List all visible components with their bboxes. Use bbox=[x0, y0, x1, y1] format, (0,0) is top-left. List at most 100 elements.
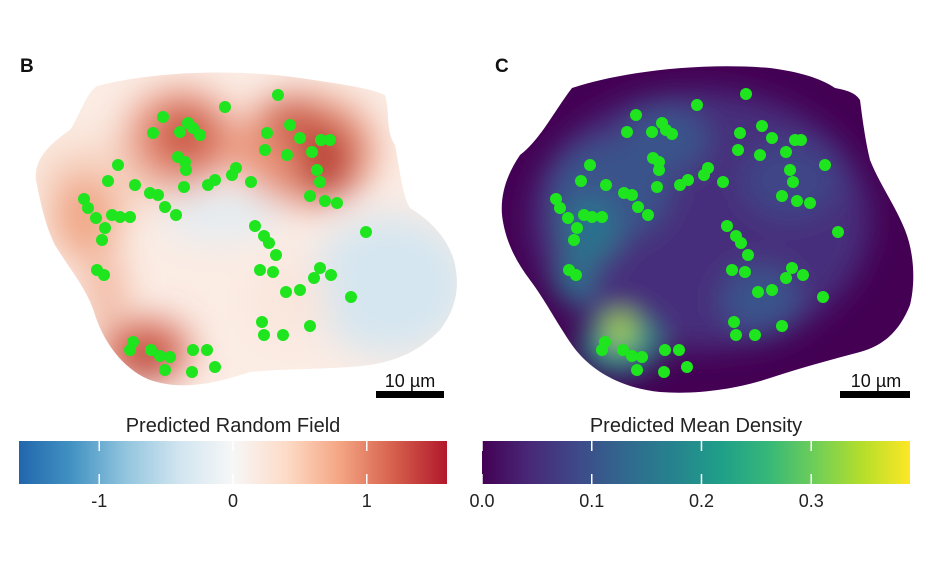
point-marker bbox=[324, 134, 336, 146]
point-marker bbox=[82, 202, 94, 214]
point-marker bbox=[270, 249, 282, 261]
colorbar-c-bar bbox=[482, 441, 910, 484]
point-marker bbox=[784, 164, 796, 176]
point-marker bbox=[658, 366, 670, 378]
point-marker bbox=[636, 351, 648, 363]
panel-c-letter: C bbox=[495, 56, 509, 77]
point-marker bbox=[311, 164, 323, 176]
point-marker bbox=[129, 179, 141, 191]
point-marker bbox=[154, 350, 166, 362]
colorbar-c-title: Predicted Mean Density bbox=[590, 415, 802, 437]
point-marker bbox=[732, 144, 744, 156]
point-marker bbox=[666, 128, 678, 140]
point-marker bbox=[96, 234, 108, 246]
point-marker bbox=[219, 101, 231, 113]
point-marker bbox=[174, 126, 186, 138]
point-marker bbox=[739, 266, 751, 278]
mean-density-map bbox=[501, 66, 914, 393]
point-marker bbox=[817, 291, 829, 303]
point-marker bbox=[202, 179, 214, 191]
point-marker bbox=[728, 316, 740, 328]
point-marker bbox=[754, 149, 766, 161]
point-marker bbox=[726, 264, 738, 276]
point-marker bbox=[681, 361, 693, 373]
point-marker bbox=[659, 344, 671, 356]
colorbar-b-title: Predicted Random Field bbox=[126, 415, 341, 437]
point-marker bbox=[319, 195, 331, 207]
point-marker bbox=[550, 193, 562, 205]
point-marker bbox=[267, 266, 279, 278]
point-marker bbox=[646, 126, 658, 138]
scale-bar-b: 10 µm bbox=[376, 371, 444, 398]
points-b bbox=[78, 89, 372, 378]
point-marker bbox=[159, 364, 171, 376]
point-marker bbox=[98, 269, 110, 281]
colorbar-tick-label: 0.1 bbox=[579, 491, 604, 511]
point-marker bbox=[306, 146, 318, 158]
point-marker bbox=[626, 189, 638, 201]
point-marker bbox=[304, 320, 316, 332]
point-marker bbox=[673, 344, 685, 356]
point-marker bbox=[730, 329, 742, 341]
point-marker bbox=[735, 237, 747, 249]
point-marker bbox=[631, 364, 643, 376]
point-marker bbox=[245, 176, 257, 188]
point-marker bbox=[90, 212, 102, 224]
point-marker bbox=[345, 291, 357, 303]
point-marker bbox=[752, 286, 764, 298]
colorbar-c-ticks: 0.0 0.1 0.2 0.3 bbox=[469, 441, 824, 511]
point-marker bbox=[284, 119, 296, 131]
random-field-map bbox=[35, 72, 457, 386]
point-marker bbox=[786, 262, 798, 274]
point-marker bbox=[740, 88, 752, 100]
point-marker bbox=[568, 234, 580, 246]
colorbar-tick-label: 0.3 bbox=[799, 491, 824, 511]
point-marker bbox=[742, 249, 754, 261]
point-marker bbox=[776, 190, 788, 202]
point-marker bbox=[249, 220, 261, 232]
point-marker bbox=[226, 169, 238, 181]
scale-bar-c-label: 10 µm bbox=[851, 371, 901, 391]
point-marker bbox=[308, 272, 320, 284]
colorbar-tick-label: 1 bbox=[362, 491, 372, 511]
point-marker bbox=[776, 320, 788, 332]
point-marker bbox=[187, 344, 199, 356]
colorbar-tick-label: 0 bbox=[228, 491, 238, 511]
point-marker bbox=[277, 329, 289, 341]
point-marker bbox=[157, 111, 169, 123]
scale-bar-b-label: 10 µm bbox=[385, 371, 435, 391]
point-marker bbox=[780, 272, 792, 284]
colorbar-b: Predicted Random Field -1 0 1 bbox=[19, 415, 447, 511]
point-marker bbox=[717, 176, 729, 188]
point-marker bbox=[596, 344, 608, 356]
point-marker bbox=[258, 329, 270, 341]
point-marker bbox=[797, 269, 809, 281]
point-marker bbox=[178, 181, 190, 193]
point-marker bbox=[256, 316, 268, 328]
point-marker bbox=[170, 209, 182, 221]
point-marker bbox=[314, 176, 326, 188]
point-marker bbox=[331, 197, 343, 209]
point-marker bbox=[99, 222, 111, 234]
point-marker bbox=[78, 193, 90, 205]
point-marker bbox=[570, 269, 582, 281]
point-marker bbox=[124, 211, 136, 223]
point-marker bbox=[562, 212, 574, 224]
point-marker bbox=[749, 329, 761, 341]
point-marker bbox=[617, 344, 629, 356]
point-marker bbox=[819, 159, 831, 171]
point-marker bbox=[795, 134, 807, 146]
point-marker bbox=[304, 190, 316, 202]
point-marker bbox=[114, 211, 126, 223]
colorbar-tick-label: 0.2 bbox=[689, 491, 714, 511]
point-marker bbox=[159, 201, 171, 213]
point-marker bbox=[314, 262, 326, 274]
scale-bar-c: 10 µm bbox=[840, 371, 910, 398]
point-marker bbox=[209, 361, 221, 373]
point-marker bbox=[575, 175, 587, 187]
point-marker bbox=[632, 201, 644, 213]
point-marker bbox=[653, 164, 665, 176]
panel-b-letter: B bbox=[20, 56, 34, 77]
point-marker bbox=[180, 164, 192, 176]
